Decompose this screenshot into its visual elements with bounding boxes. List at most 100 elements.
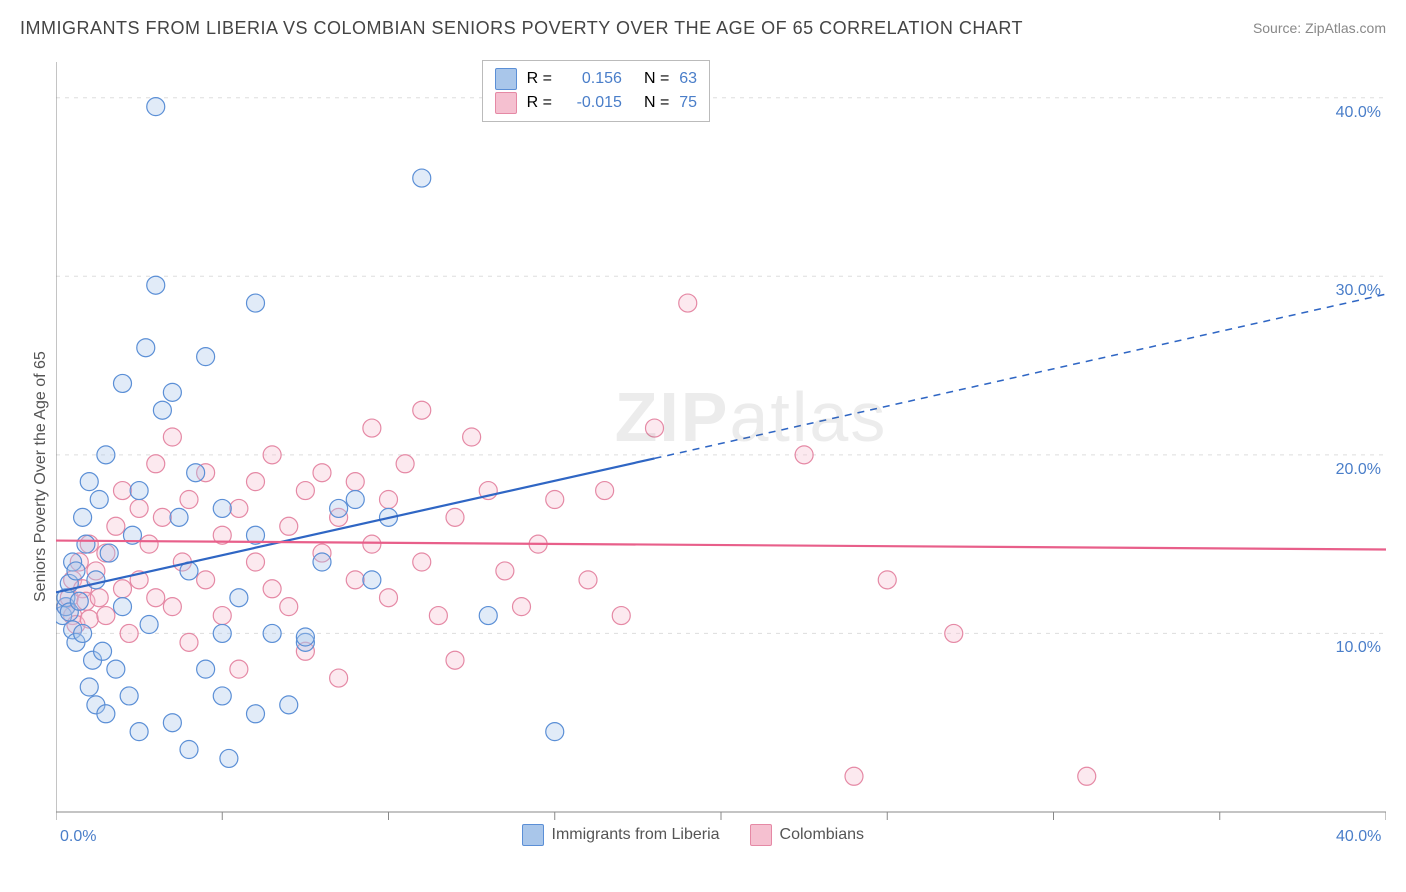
legend-stats-row-liberia: R =0.156N =63 <box>495 67 697 91</box>
data-point-colombians <box>496 562 514 580</box>
data-point-liberia <box>97 705 115 723</box>
data-point-colombians <box>579 571 597 589</box>
data-point-colombians <box>346 571 364 589</box>
data-point-colombians <box>795 446 813 464</box>
data-point-liberia <box>107 660 125 678</box>
data-point-colombians <box>296 482 314 500</box>
data-point-colombians <box>845 767 863 785</box>
data-point-colombians <box>945 624 963 642</box>
data-point-liberia <box>330 499 348 517</box>
data-point-liberia <box>197 660 215 678</box>
data-point-liberia <box>97 446 115 464</box>
y-axis-title: Seniors Poverty Over the Age of 65 <box>32 351 50 602</box>
data-point-colombians <box>513 598 531 616</box>
data-point-liberia <box>163 383 181 401</box>
legend-item-colombians: Colombians <box>750 824 864 846</box>
data-point-colombians <box>363 419 381 437</box>
data-point-colombians <box>247 473 265 491</box>
data-point-liberia <box>120 687 138 705</box>
data-point-liberia <box>90 491 108 509</box>
legend-swatch-liberia <box>495 68 517 90</box>
data-point-liberia <box>114 374 132 392</box>
y-tick-label: 30.0% <box>1326 282 1381 300</box>
data-point-liberia <box>213 624 231 642</box>
data-point-liberia <box>479 607 497 625</box>
data-point-colombians <box>114 580 132 598</box>
data-point-colombians <box>130 499 148 517</box>
x-tick-label: 0.0% <box>60 828 96 846</box>
legend-r-value-liberia: 0.156 <box>562 70 622 88</box>
data-point-liberia <box>80 473 98 491</box>
data-point-colombians <box>107 517 125 535</box>
legend-stats-box: R = 0.156 N = 63 R =-0.015N =75 <box>482 60 710 122</box>
data-point-liberia <box>163 714 181 732</box>
data-point-liberia <box>346 491 364 509</box>
data-point-liberia <box>70 592 88 610</box>
data-point-liberia <box>80 678 98 696</box>
data-point-colombians <box>263 580 281 598</box>
y-tick-label: 40.0% <box>1326 104 1381 122</box>
source-attribution: Source: ZipAtlas.com <box>1253 20 1386 36</box>
data-point-colombians <box>330 669 348 687</box>
data-point-liberia <box>130 723 148 741</box>
data-point-colombians <box>612 607 630 625</box>
data-point-liberia <box>247 705 265 723</box>
data-point-liberia <box>213 499 231 517</box>
data-point-colombians <box>413 401 431 419</box>
chart-title: IMMIGRANTS FROM LIBERIA VS COLOMBIAN SEN… <box>20 18 1023 39</box>
y-tick-label: 10.0% <box>1326 639 1381 657</box>
legend-swatch-colombians <box>495 92 517 114</box>
data-point-liberia <box>197 348 215 366</box>
data-point-colombians <box>380 491 398 509</box>
data-point-colombians <box>463 428 481 446</box>
data-point-colombians <box>429 607 447 625</box>
data-point-liberia <box>170 508 188 526</box>
data-point-colombians <box>263 446 281 464</box>
data-point-colombians <box>313 464 331 482</box>
data-point-liberia <box>147 276 165 294</box>
legend-stats-row-colombians: R =-0.015N =75 <box>495 91 697 115</box>
data-point-liberia <box>114 598 132 616</box>
data-point-liberia <box>74 508 92 526</box>
data-point-colombians <box>380 589 398 607</box>
data-point-liberia <box>546 723 564 741</box>
data-point-colombians <box>546 491 564 509</box>
data-point-colombians <box>147 455 165 473</box>
data-point-liberia <box>213 687 231 705</box>
data-point-colombians <box>446 651 464 669</box>
data-point-liberia <box>140 616 158 634</box>
data-point-colombians <box>363 535 381 553</box>
legend-n-value-liberia: 63 <box>679 70 697 88</box>
data-point-colombians <box>180 633 198 651</box>
data-point-colombians <box>180 491 198 509</box>
data-point-colombians <box>114 482 132 500</box>
data-point-liberia <box>363 571 381 589</box>
data-point-colombians <box>446 508 464 526</box>
data-point-liberia <box>247 294 265 312</box>
data-point-liberia <box>87 571 105 589</box>
data-point-liberia <box>147 98 165 116</box>
data-point-colombians <box>247 553 265 571</box>
data-point-liberia <box>263 624 281 642</box>
data-point-colombians <box>90 589 108 607</box>
data-point-liberia <box>220 749 238 767</box>
legend-r-label: R = <box>527 94 552 112</box>
data-point-colombians <box>197 571 215 589</box>
data-point-liberia <box>74 624 92 642</box>
data-point-liberia <box>94 642 112 660</box>
data-point-colombians <box>679 294 697 312</box>
x-tick-label: 40.0% <box>1336 828 1381 846</box>
scatter-plot-svg <box>56 62 1386 832</box>
data-point-colombians <box>97 607 115 625</box>
data-point-colombians <box>596 482 614 500</box>
data-point-liberia <box>187 464 205 482</box>
data-point-colombians <box>646 419 664 437</box>
data-point-colombians <box>346 473 364 491</box>
source-label: Source: <box>1253 20 1305 36</box>
data-point-colombians <box>120 624 138 642</box>
scatter-plot-area: ZIPatlas 10.0%20.0%30.0%40.0%0.0%40.0% <box>56 62 1386 812</box>
data-point-colombians <box>1078 767 1096 785</box>
legend-n-label: N = <box>644 70 669 88</box>
data-point-liberia <box>296 628 314 646</box>
legend-swatch-bottom-liberia <box>522 824 544 846</box>
